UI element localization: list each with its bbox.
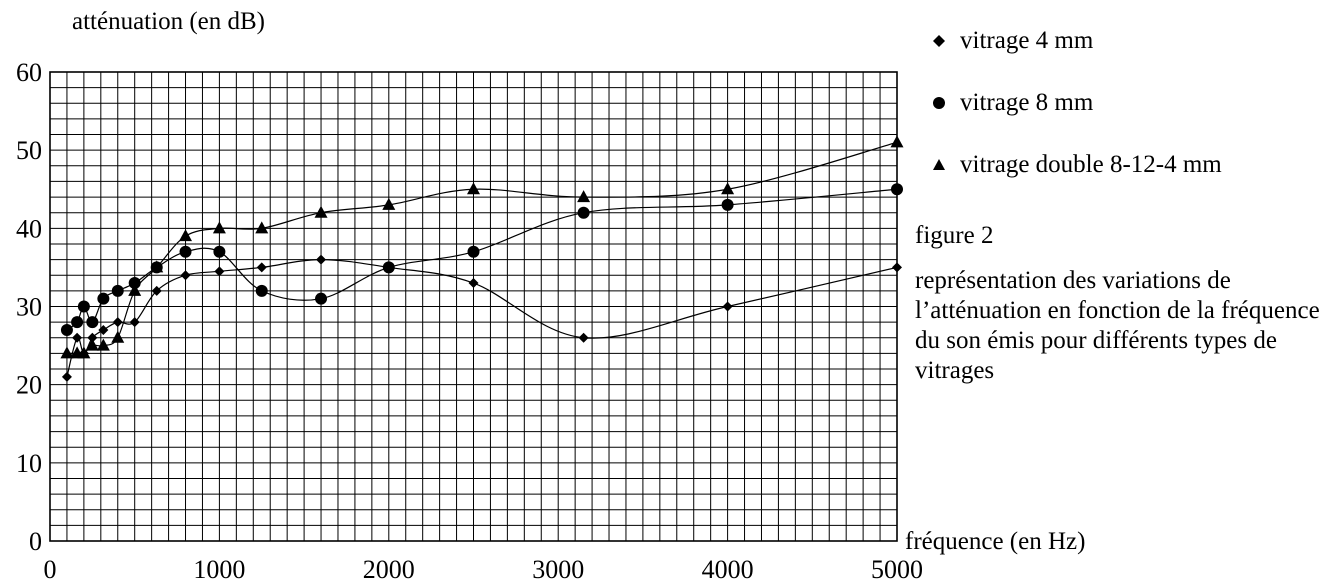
x-tick-label: 3000 (532, 555, 584, 584)
data-point-diamond (257, 262, 267, 272)
y-tick-label: 40 (16, 214, 42, 243)
figure-label: figure 2 (915, 222, 993, 250)
circle-marker-icon (930, 94, 948, 112)
data-point-triangle (60, 346, 73, 358)
x-tick-label: 1000 (193, 555, 245, 584)
data-point-diamond (113, 317, 123, 327)
data-point-triangle (179, 229, 192, 241)
y-tick-label: 0 (29, 527, 42, 556)
data-point-circle (86, 316, 98, 328)
data-point-circle (468, 246, 480, 258)
legend-item-4mm: vitrage 4 mm (930, 10, 1222, 72)
data-point-diamond (62, 372, 72, 382)
legend-item-8mm: vitrage 8 mm (930, 72, 1222, 134)
data-point-circle (213, 246, 225, 258)
data-point-circle (112, 285, 124, 297)
y-tick-label: 30 (16, 293, 42, 322)
data-point-circle (78, 301, 90, 313)
y-tick-label: 60 (16, 58, 42, 87)
y-tick-label: 10 (16, 449, 42, 478)
data-point-triangle (111, 331, 124, 343)
legend-label-double: vitrage double 8-12-4 mm (960, 151, 1222, 179)
y-axis-title: atténuation (en dB) (72, 8, 265, 36)
data-point-circle (71, 316, 83, 328)
x-axis-title: fréquence (en Hz) (905, 528, 1085, 556)
diamond-marker-icon (930, 32, 948, 50)
data-point-circle (891, 183, 903, 195)
data-point-diamond (469, 278, 479, 288)
data-point-diamond (723, 302, 733, 312)
data-point-triangle (86, 339, 99, 351)
x-tick-label: 2000 (363, 555, 415, 584)
data-point-circle (578, 207, 590, 219)
data-point-circle (315, 293, 327, 305)
series-line-0 (67, 260, 897, 377)
y-tick-label: 50 (16, 136, 42, 165)
y-tick-label: 20 (16, 371, 42, 400)
data-point-triangle (577, 190, 590, 202)
legend-label-8mm: vitrage 8 mm (960, 89, 1093, 117)
data-point-diamond (579, 333, 589, 343)
data-point-diamond (98, 325, 108, 335)
data-point-triangle (467, 182, 480, 194)
data-point-triangle (891, 135, 904, 147)
legend: vitrage 4 mm vitrage 8 mm vitrage double… (930, 10, 1222, 196)
data-point-circle (61, 324, 73, 336)
data-point-circle (383, 261, 395, 273)
data-point-diamond (892, 262, 902, 272)
legend-item-double: vitrage double 8-12-4 mm (930, 134, 1222, 196)
data-point-triangle (213, 221, 226, 233)
figure-caption: représentation des variations de l’attén… (915, 266, 1335, 386)
data-point-diamond (181, 270, 191, 280)
data-point-circle (180, 246, 192, 258)
x-tick-label: 5000 (871, 555, 923, 584)
data-point-diamond (316, 255, 326, 265)
x-tick-label: 4000 (702, 555, 754, 584)
data-point-diamond (72, 333, 82, 343)
data-point-circle (722, 199, 734, 211)
triangle-marker-icon (930, 156, 948, 174)
x-tick-label: 0 (44, 555, 57, 584)
data-point-circle (97, 293, 109, 305)
legend-label-4mm: vitrage 4 mm (960, 27, 1093, 55)
data-point-circle (256, 285, 268, 297)
